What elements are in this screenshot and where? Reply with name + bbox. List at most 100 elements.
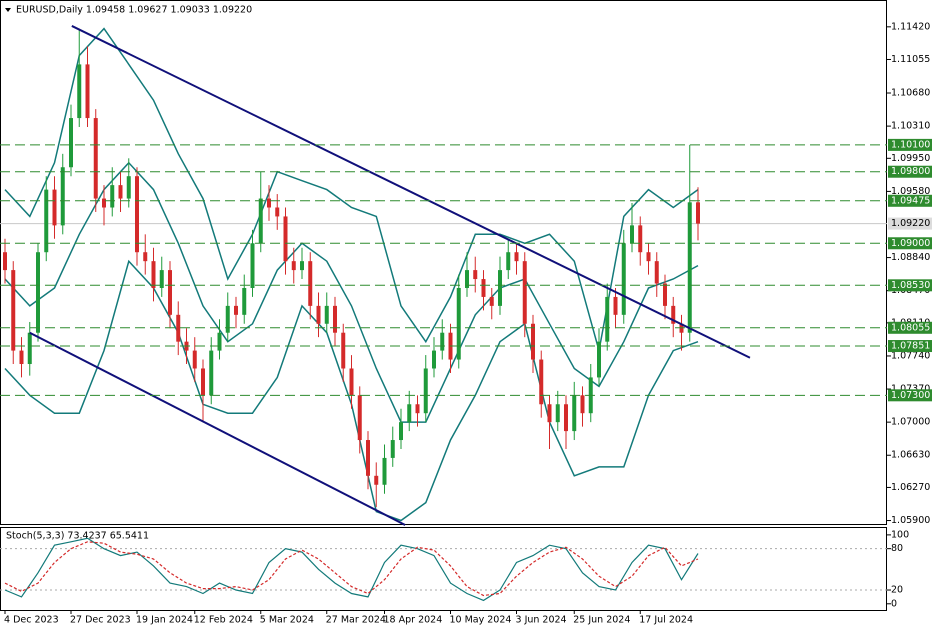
candle-body [209,350,214,396]
trendline [29,331,406,526]
candle-body [646,252,651,262]
candle-body [242,287,247,315]
candle-body [605,296,610,342]
level-label: 1.10100 [891,139,930,150]
y-tick-label: 1.11420 [891,21,930,32]
x-tick-label: 12 Feb 2024 [194,615,253,626]
candle-body [432,350,436,369]
candle-body [275,207,280,217]
level-box [888,194,932,207]
y-tick-label: 1.11055 [891,54,930,65]
candle-body [225,305,230,333]
candle-body [69,118,73,168]
candle-body [217,332,222,351]
candle-body [159,270,164,288]
candle-body [399,422,403,441]
candle-body [283,216,288,262]
candle-body [547,404,552,423]
candle-body [201,368,205,396]
candle-body [250,243,255,288]
candle-body [316,305,321,324]
candle-body [19,350,24,365]
candle-body [481,279,486,297]
x-tick-label: 3 Jun 2024 [516,615,567,626]
candle-body [44,189,49,253]
candle-body [597,341,601,378]
candle-body [102,198,106,208]
y-tick-label: 1.06630 [891,450,930,461]
candle-body [11,270,16,351]
candle-body [168,270,172,315]
y-tick-label: 1.07370 [891,384,930,395]
level-box [888,165,932,178]
candle-body [621,243,626,315]
candle-body [687,202,692,333]
candle-body [671,305,676,324]
y-tick-label: 1.08840 [891,252,930,263]
candle-body [663,283,667,306]
level-label: 1.07851 [891,341,930,352]
x-tick-label: 18 Apr 2024 [384,615,443,626]
stoch-line [4,541,699,597]
x-tick-label: 19 Jan 2024 [136,615,193,626]
candle-body [531,323,535,360]
y-tick-label: 80 [891,543,903,554]
x-tick-label: 5 Mar 2024 [260,615,314,626]
stoch-line [4,537,699,602]
x-tick-label: 4 Dec 2023 [4,615,59,626]
candle-body [258,198,263,244]
bollinger-upper [4,27,699,351]
candle-body [308,261,313,306]
y-tick-label: 0 [891,598,897,609]
candle-body [93,118,98,199]
menu-icon[interactable] [5,8,11,12]
y-tick-label: 1.09950 [891,153,930,164]
candle-body [489,296,494,306]
y-tick-label: 1.07740 [891,350,930,361]
candle-body [539,359,544,405]
candle-body [580,395,585,414]
candle-body [390,440,395,458]
candle-body [126,176,131,199]
candle-body [696,202,700,224]
candle-body [456,287,461,360]
candle-body [415,404,420,414]
candle-body [638,225,643,253]
x-tick-label: 27 Dec 2023 [70,615,131,626]
candle-body [60,167,65,226]
stoch-title: Stoch(5,3,3) 73.4237 65.5411 [6,531,149,542]
candle-body [473,270,478,280]
level-box [888,321,932,334]
y-tick-label: 1.10310 [891,121,930,132]
candle-body [506,252,511,271]
candle-body [192,350,197,369]
candle-body [357,395,362,441]
candle-body [27,332,32,365]
stoch-panel [0,527,887,611]
candle-body [514,252,519,262]
y-tick-label: 1.09580 [891,186,930,197]
level-box [888,389,932,402]
candle-body [654,261,659,284]
candle-body [3,252,7,271]
candle-body [151,261,156,288]
chart-title: EURUSD,Daily 1.09458 1.09627 1.09033 1.0… [16,5,252,16]
level-box [888,138,932,151]
candle-body [85,64,90,119]
level-label: 1.09475 [891,195,930,206]
candle-body [118,185,123,199]
price-panel [0,0,887,525]
y-tick-label: 1.05900 [891,515,930,526]
x-tick-label: 17 Jul 2024 [639,615,693,626]
level-box [888,279,932,292]
level-label: 1.08530 [891,280,930,291]
candle-body [630,225,634,244]
candle-body [349,368,354,396]
price-label: 1.09220 [891,218,930,229]
level-box [888,340,932,353]
candle-body [341,332,346,369]
candle-body [382,457,387,485]
candle-body [374,475,379,485]
candle-body [423,368,428,414]
